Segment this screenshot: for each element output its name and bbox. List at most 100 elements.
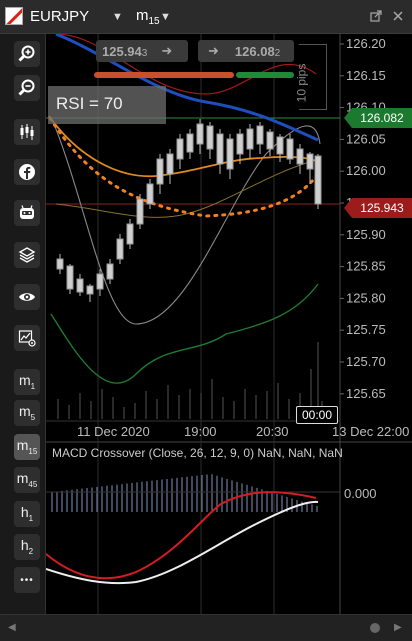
candle-body: [296, 148, 304, 165]
zoom-in-button[interactable]: [14, 41, 40, 67]
timeframe-m15-button[interactable]: m15: [14, 434, 40, 460]
candle-body: [226, 138, 234, 170]
chart-area[interactable]: 126.20126.15126.10126.05126.00125.95125.…: [45, 32, 412, 614]
candle-body: [76, 278, 84, 293]
sell-price: 125.943: [102, 43, 148, 59]
sell-arrow-icon: ➜: [161, 43, 173, 58]
price-tick-label: 125.85: [346, 259, 386, 274]
candle-body: [216, 133, 224, 165]
more-icon: •••: [20, 574, 34, 586]
timeframe-m5-button[interactable]: m5: [14, 400, 40, 426]
robot-button[interactable]: [14, 200, 40, 226]
left-toolbar: m1 m5 m15 m45 h1 h2 •••: [0, 34, 46, 614]
time-tick-label: 19:00: [184, 424, 217, 439]
candle-body: [314, 155, 322, 205]
timeframe-label[interactable]: m15: [136, 7, 160, 27]
rsi-label: RSI = 70: [48, 86, 166, 124]
top-bar: EURJPY ▼ m15 ▼: [0, 0, 412, 34]
layers-icon: [18, 247, 36, 263]
price-tick-label: 125.65: [346, 386, 386, 401]
close-icon[interactable]: [392, 10, 404, 22]
eye-icon: [19, 293, 35, 301]
spread-bracket: [299, 44, 327, 110]
candle-body: [146, 183, 154, 205]
ask-price-tag: 126.082: [344, 108, 412, 128]
time-tick-label: 11 Dec 2020: [77, 424, 150, 439]
candle-body: [106, 263, 114, 280]
zoom-out-icon: [18, 79, 35, 96]
candle-body: [166, 153, 174, 175]
facebook-icon: [19, 164, 35, 180]
timeframe-h2-button[interactable]: h2: [14, 534, 40, 560]
time-cursor-tag: 00:00: [296, 406, 338, 424]
candle-body: [266, 131, 274, 150]
more-button[interactable]: •••: [14, 567, 40, 593]
bottom-scrollbar[interactable]: ◀ ▶: [0, 614, 412, 641]
chart-settings-icon: [18, 330, 36, 347]
candle-body: [246, 128, 254, 150]
price-tick-label: 126.00: [346, 163, 386, 178]
candle-body: [206, 125, 214, 150]
lower-band-green: [50, 283, 319, 384]
price-tick-label: 125.70: [346, 354, 386, 369]
candle-body: [176, 138, 184, 160]
macd-zero-label: 0.000: [344, 486, 377, 501]
lower-band-grey: [53, 123, 321, 325]
facebook-button[interactable]: [14, 159, 40, 185]
mid-band-thin: [55, 159, 317, 218]
bid-price-tag: 125.943: [344, 198, 412, 218]
popout-icon[interactable]: [370, 10, 382, 22]
candle-body: [86, 285, 94, 295]
zoom-out-button[interactable]: [14, 75, 40, 101]
candle-body: [256, 125, 264, 145]
candle-body: [56, 258, 64, 270]
time-tick-label: 20:30: [256, 424, 289, 439]
buy-arrow-icon: ➜: [208, 43, 219, 58]
candle-body: [196, 123, 204, 145]
candle-body: [136, 198, 144, 225]
dotted-trend-orange: [48, 116, 320, 218]
price-tick-label: 126.05: [346, 131, 386, 146]
symbol-label[interactable]: EURJPY: [30, 8, 90, 25]
sell-bar: [94, 72, 234, 78]
candle-body: [186, 133, 194, 153]
chart-settings-button[interactable]: [14, 325, 40, 351]
symbol-flag-icon: [5, 7, 23, 25]
scroll-left-icon[interactable]: ◀: [8, 622, 16, 633]
buy-bar: [236, 72, 294, 78]
candle-body: [276, 136, 284, 155]
candle-body: [126, 223, 134, 245]
scroll-right-icon[interactable]: ▶: [394, 622, 402, 633]
price-tick-label: 125.80: [346, 290, 386, 305]
candle-body: [66, 265, 74, 290]
timeframe-m1-button[interactable]: m1: [14, 369, 40, 395]
buy-price-box[interactable]: ➜ 126.082: [198, 40, 294, 62]
candlestick-icon: [20, 124, 34, 140]
macd-line-white: [45, 500, 319, 585]
layers-button[interactable]: [14, 242, 40, 268]
timeframe-m45-button[interactable]: m45: [14, 467, 40, 493]
chart-type-button[interactable]: [14, 119, 40, 145]
sell-price-box[interactable]: 125.943 ➜: [96, 40, 188, 62]
candle-body: [96, 273, 104, 290]
candle-body: [236, 133, 244, 155]
robot-icon: [20, 205, 34, 219]
moving-average-orange: [48, 115, 319, 178]
buy-price: 126.082: [234, 43, 281, 59]
candle-body: [156, 158, 164, 185]
candle-body: [286, 138, 294, 160]
visibility-button[interactable]: [14, 284, 40, 310]
candle-body: [306, 153, 314, 170]
price-tick-label: 125.90: [346, 227, 386, 242]
timeframe-h1-button[interactable]: h1: [14, 501, 40, 527]
zoom-in-icon: [18, 45, 35, 62]
price-tick-label: 126.15: [346, 68, 386, 83]
time-tick-label: 13 Dec 22:00: [332, 424, 409, 439]
timeframe-dropdown-icon[interactable]: ▼: [160, 11, 171, 23]
symbol-dropdown-icon[interactable]: ▼: [112, 11, 123, 23]
scroll-thumb[interactable]: [370, 623, 380, 633]
macd-signal-red: [45, 491, 317, 580]
price-tick-label: 125.75: [346, 322, 386, 337]
macd-title: MACD Crossover (Close, 26, 12, 9, 0) NaN…: [52, 446, 343, 460]
price-tick-label: 126.20: [346, 36, 386, 51]
